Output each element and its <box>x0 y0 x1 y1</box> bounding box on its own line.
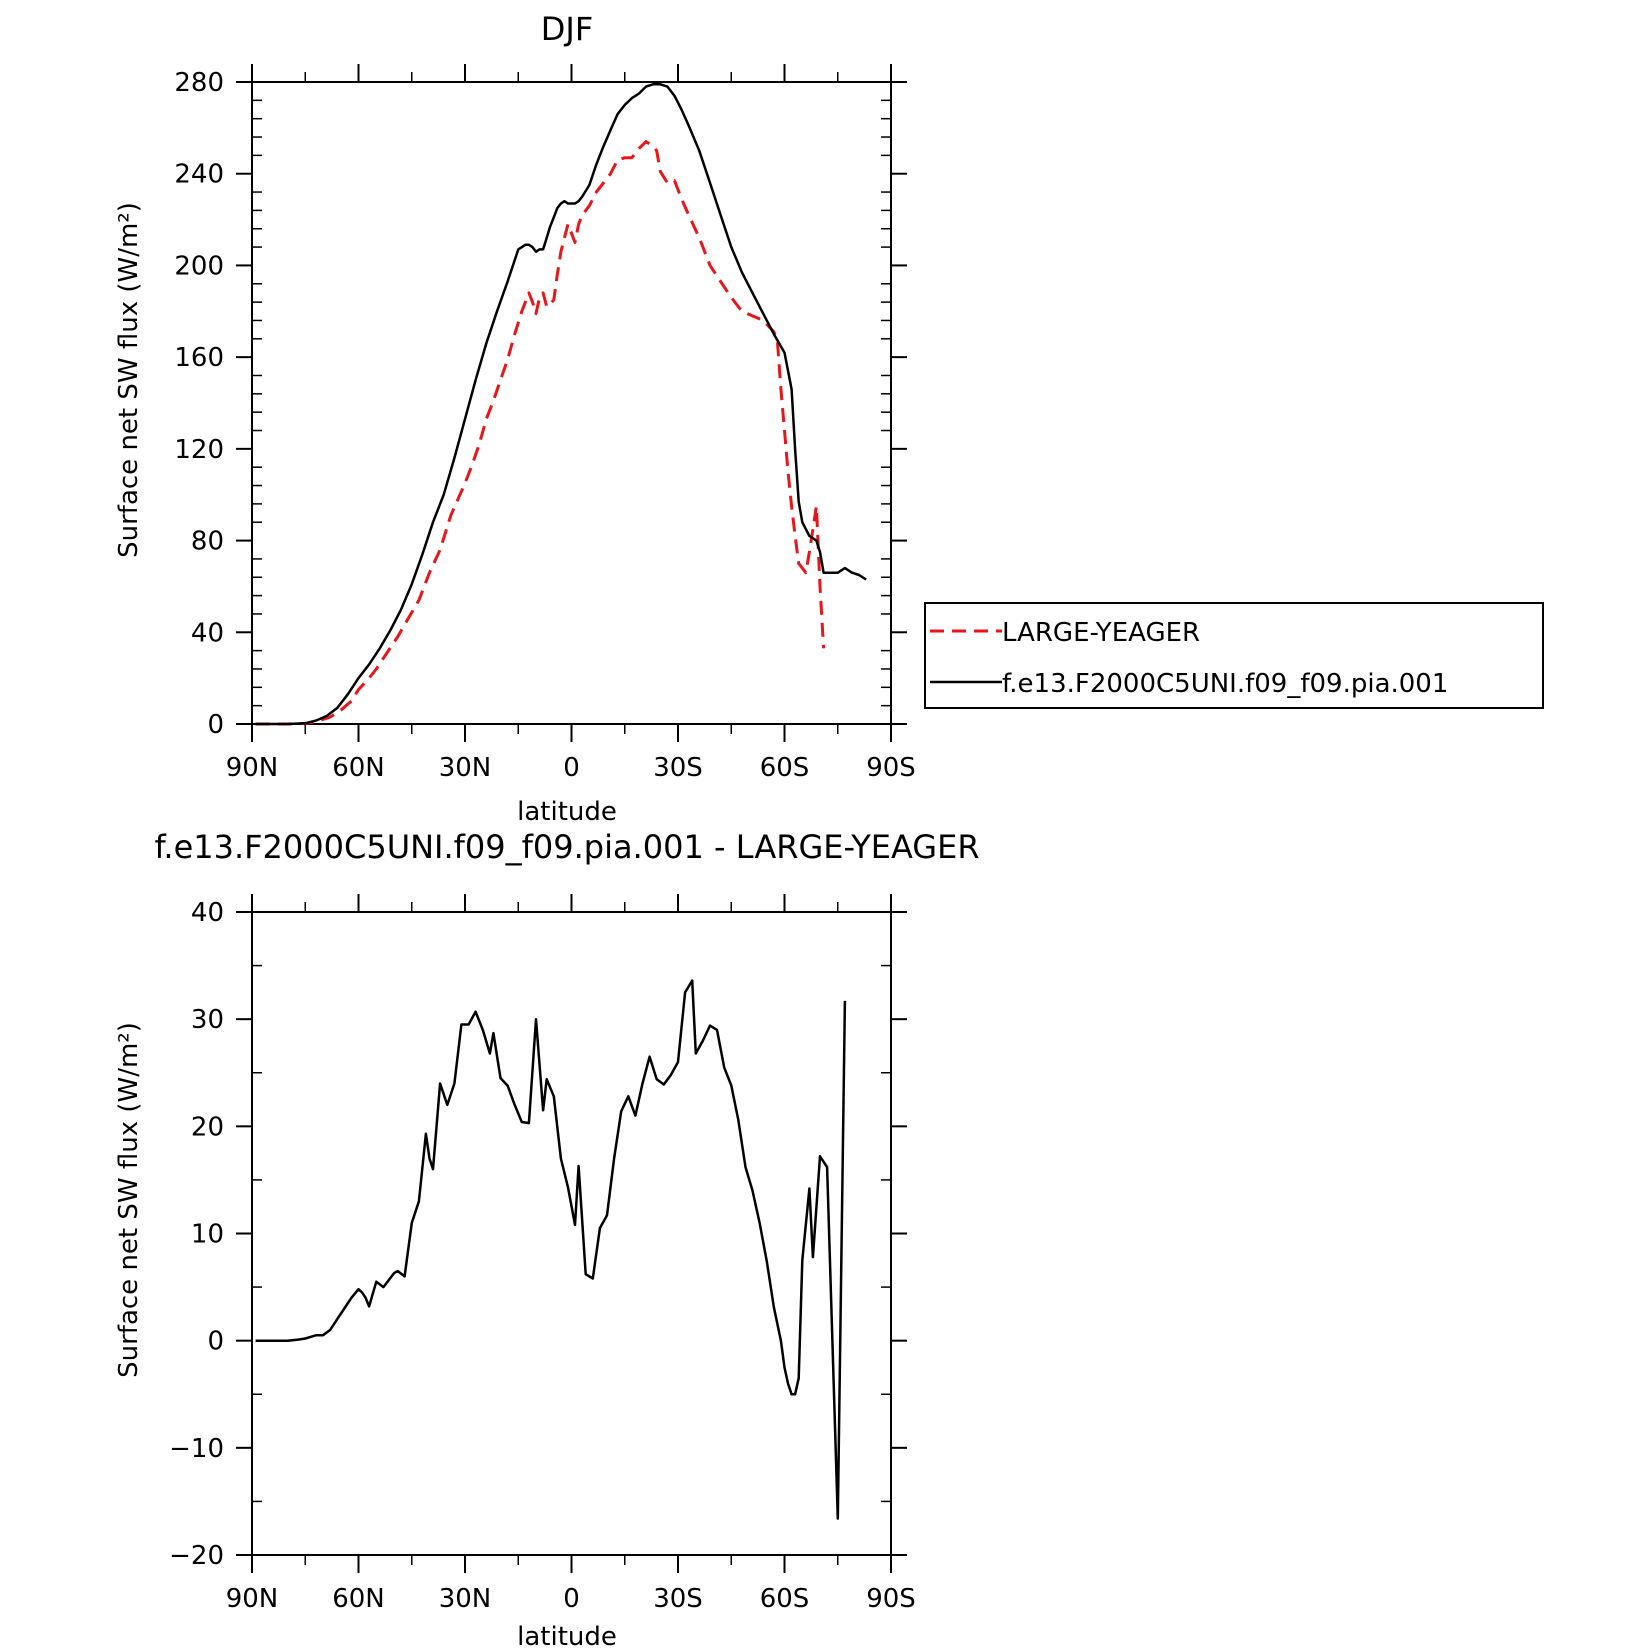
bottom-series-line-0 <box>255 979 847 1520</box>
bottom-chart-xlabel: latitude <box>517 1622 617 1652</box>
bottom-y-tick-label: 20 <box>191 1112 224 1142</box>
top-x-tick-label: 60S <box>760 753 810 783</box>
top-series-line-0 <box>255 140 826 726</box>
bottom-chart-plot-area: 90N 60N 30N 0 30S 60S 90S −20 −10 0 10 20 30 40 <box>169 894 916 1614</box>
legend-label-large-yeager: LARGE-YEAGER <box>1002 618 1200 648</box>
top-x-tick-label: 90S <box>866 753 916 783</box>
top-y-tick-label: 120 <box>174 435 224 465</box>
legend-box <box>924 602 1544 709</box>
top-plot-frame <box>251 81 892 725</box>
bottom-x-tick-label: 60N <box>332 1584 385 1614</box>
bottom-x-tick-label: 0 <box>563 1584 580 1614</box>
top-y-tick-label: 40 <box>191 618 224 648</box>
top-y-tick-label: 240 <box>174 160 224 190</box>
bottom-x-tick-label: 90N <box>226 1584 279 1614</box>
bottom-y-tick-label: −20 <box>169 1541 224 1571</box>
top-y-tick-label: 280 <box>174 68 224 98</box>
top-chart-plot-area: 90N 60N 30N 0 30S 60S 90S 0 40 80 120 160 200 240 280 <box>174 64 916 783</box>
top-y-tick-label: 160 <box>174 343 224 373</box>
bottom-y-tick-label: 30 <box>191 1005 224 1035</box>
bottom-chart-panel: f.e13.F2000C5UNI.f09_f09.pia.001 - LARGE… <box>114 828 980 1652</box>
legend-label-model: f.e13.F2000C5UNI.f09_f09.pia.001 <box>1002 669 1448 699</box>
top-x-tick-label: 30S <box>653 753 703 783</box>
bottom-x-tick-label: 30S <box>653 1584 703 1614</box>
bottom-y-tick-label: −10 <box>169 1434 224 1464</box>
top-series-line-1 <box>255 83 867 726</box>
top-chart-title: DJF <box>541 10 593 48</box>
bottom-x-tick-label: 30N <box>439 1584 492 1614</box>
legend: LARGE-YEAGER f.e13.F2000C5UNI.f09_f09.pi… <box>924 602 1544 709</box>
top-y-tick-label: 80 <box>191 527 224 557</box>
bottom-y-tick-label: 0 <box>207 1327 224 1357</box>
top-y-tick-label: 0 <box>207 710 224 740</box>
top-x-tick-label: 30N <box>439 753 492 783</box>
top-x-tick-label: 60N <box>332 753 385 783</box>
top-chart-xlabel: latitude <box>517 797 617 827</box>
bottom-plot-frame <box>251 911 892 1556</box>
top-chart-ylabel: Surface net SW flux (W/m²) <box>114 202 144 558</box>
bottom-chart-title: f.e13.F2000C5UNI.f09_f09.pia.001 - LARGE… <box>154 828 979 866</box>
top-y-tick-label: 200 <box>174 251 224 281</box>
bottom-y-tick-label: 10 <box>191 1220 224 1250</box>
top-chart-panel: DJF 90N 60N 30N 0 30S 60S 90S 0 40 80 120 160 200 240… <box>114 10 916 827</box>
bottom-x-tick-label: 60S <box>760 1584 810 1614</box>
top-x-tick-label: 90N <box>226 753 279 783</box>
bottom-chart-ylabel: Surface net SW flux (W/m²) <box>114 1022 144 1378</box>
top-x-tick-label: 0 <box>563 753 580 783</box>
bottom-y-tick-label: 40 <box>191 898 224 928</box>
bottom-x-tick-label: 90S <box>866 1584 916 1614</box>
